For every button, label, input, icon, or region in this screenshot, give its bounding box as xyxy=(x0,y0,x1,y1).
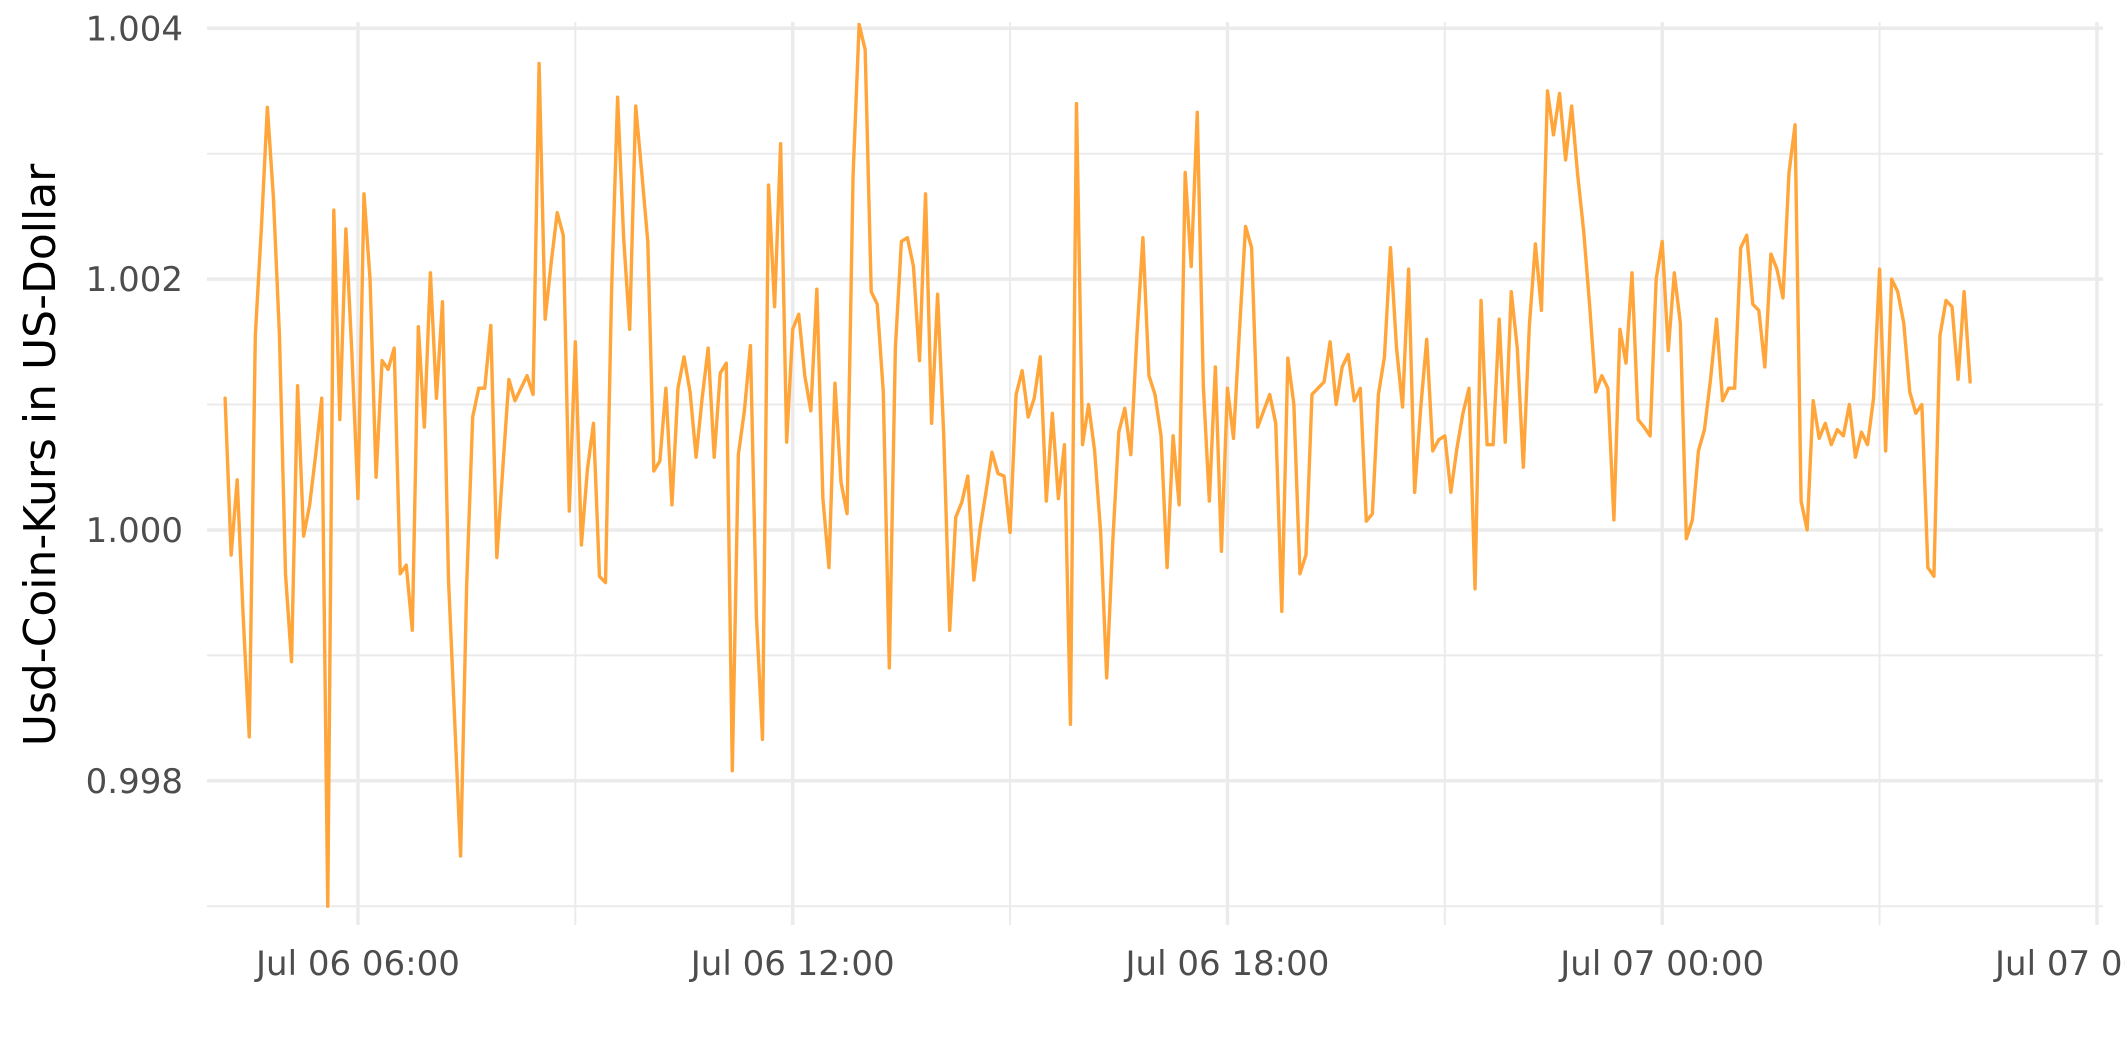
y-tick-label: 1.004 xyxy=(86,9,183,49)
minor-gridlines xyxy=(207,22,2103,925)
x-tick-label: Jul 07 00:00 xyxy=(1558,944,1764,984)
major-gridlines xyxy=(207,22,2103,925)
y-tick-label: 1.000 xyxy=(86,511,183,551)
series-line xyxy=(223,22,1972,908)
x-tick-label: Jul 07 06:00 xyxy=(1993,944,2125,984)
x-axis-tick-labels: Jul 06 06:00 Jul 06 12:00 Jul 06 18:00 Jul … xyxy=(254,944,2125,984)
x-tick-label: Jul 06 06:00 xyxy=(254,944,460,984)
x-tick-label: Jul 06 12:00 xyxy=(689,944,895,984)
y-tick-label: 1.002 xyxy=(86,260,183,300)
y-axis-tick-labels: 0.998 1.000 1.002 1.004 xyxy=(86,9,183,802)
y-tick-label: 0.998 xyxy=(86,762,183,802)
x-tick-label: Jul 06 18:00 xyxy=(1124,944,1330,984)
y-axis-title: Usd-Coin-Kurs in US-Dollar xyxy=(15,163,66,746)
series-layer xyxy=(223,22,1972,908)
